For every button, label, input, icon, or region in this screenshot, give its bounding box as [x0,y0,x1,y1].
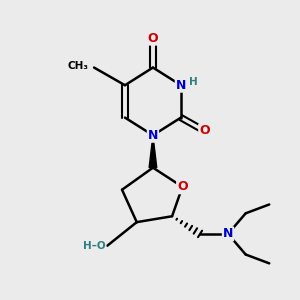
Polygon shape [149,135,157,168]
Text: N: N [223,227,233,240]
Text: O: O [199,124,210,137]
Text: N: N [148,129,158,142]
Text: CH₃: CH₃ [68,61,89,71]
Text: O: O [148,32,158,45]
Text: O: O [177,180,188,193]
Text: H–O: H–O [83,241,106,251]
Text: N: N [176,79,186,92]
Text: H: H [189,77,198,87]
